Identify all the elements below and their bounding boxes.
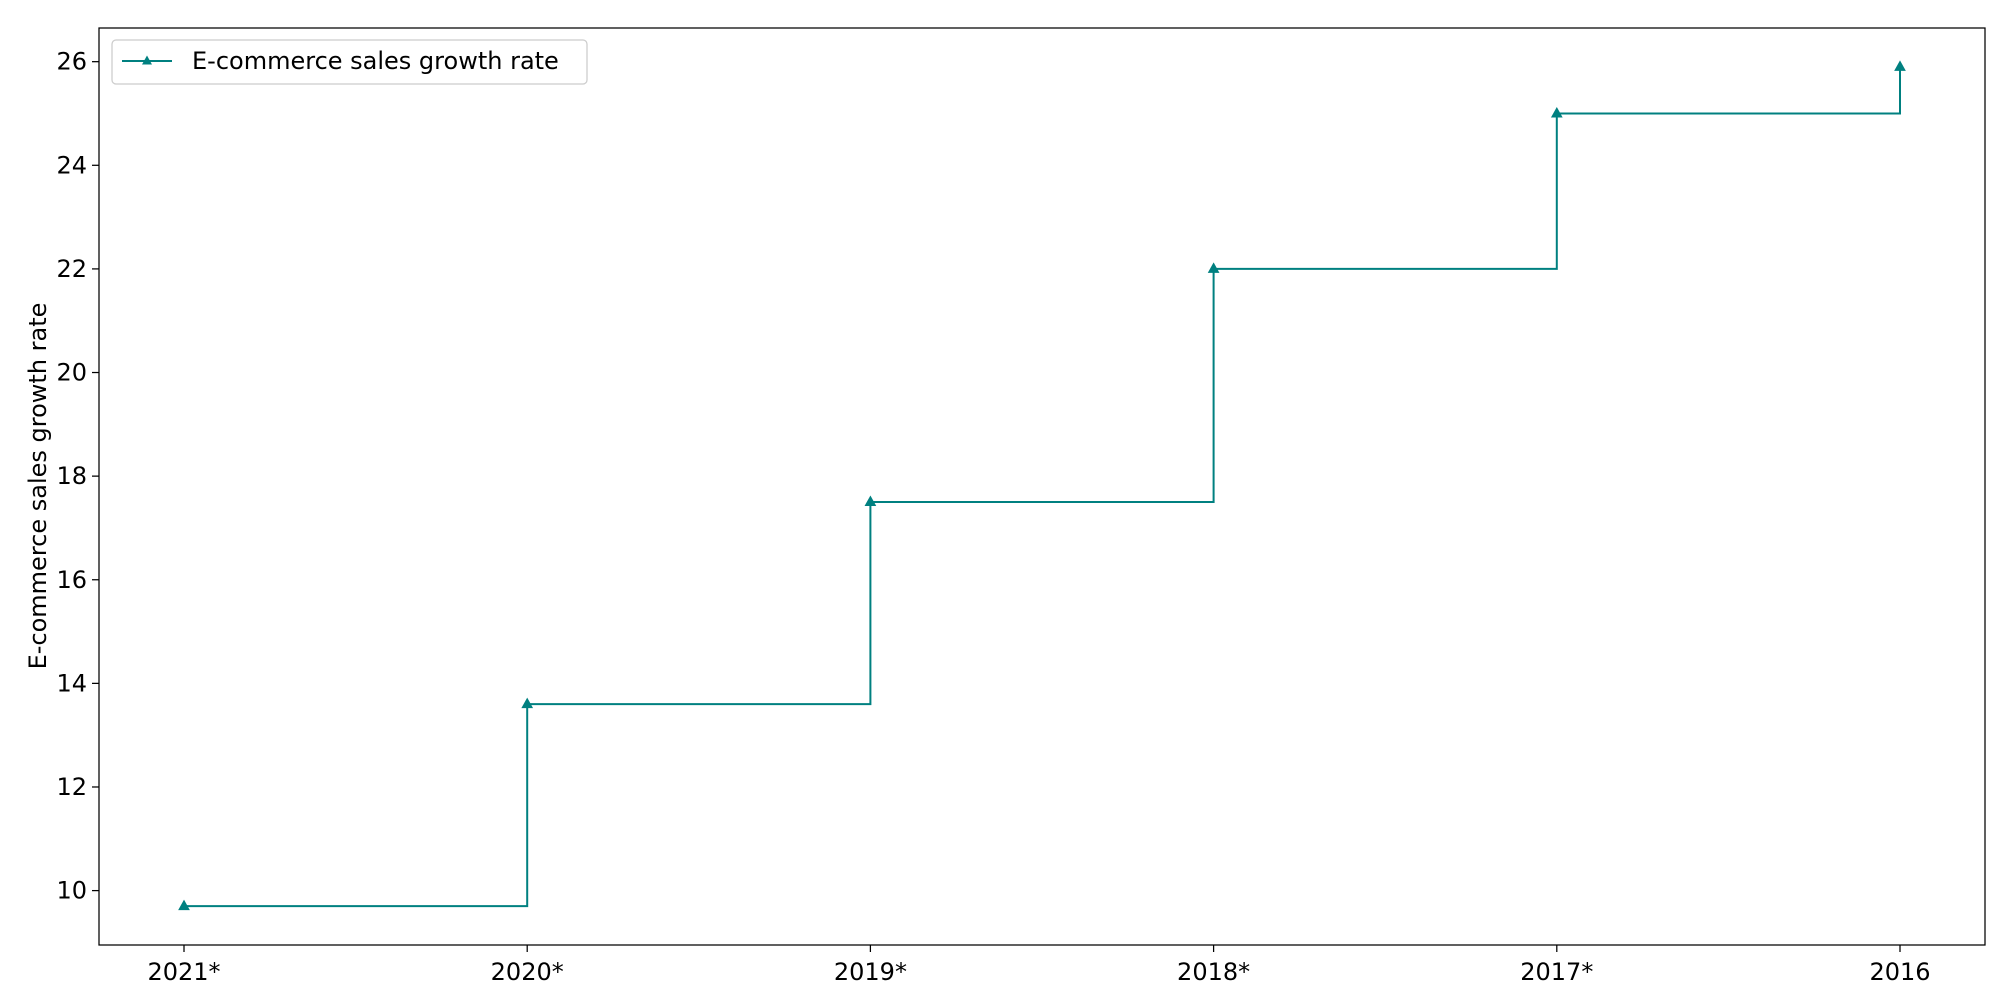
y-tick-label: 12 [56, 773, 87, 801]
legend[interactable]: E-commerce sales growth rate [111, 39, 588, 85]
y-tick-label: 10 [56, 877, 87, 905]
data-point-marker[interactable] [1894, 60, 1906, 71]
x-tick-label: 2020* [491, 958, 564, 986]
y-tick-label: 16 [56, 566, 87, 594]
y-tick-label: 14 [56, 669, 87, 697]
y-tick-label: 26 [56, 48, 87, 76]
y-axis-label: E-commerce sales growth rate [24, 303, 52, 670]
x-tick-label: 2019* [834, 958, 907, 986]
legend-box [111, 39, 588, 85]
x-axis: 2021* 2020* 2019* 2018* 2017* 2016 [147, 945, 1931, 986]
data-point-marker[interactable] [1550, 106, 1563, 118]
data-point-marker[interactable] [1207, 262, 1220, 273]
y-tick-label: 18 [56, 462, 87, 490]
y-axis: 10 12 14 16 18 20 22 24 26 [56, 48, 99, 905]
x-tick-label: 2021* [147, 958, 220, 986]
data-point-marker[interactable] [864, 495, 877, 507]
y-tick-label: 22 [56, 255, 87, 283]
legend-series-marker [142, 55, 152, 65]
series-line [184, 66, 1901, 908]
y-tick-label: 20 [56, 359, 87, 387]
x-tick-label: 2017* [1520, 958, 1593, 986]
series-layer [178, 60, 1906, 911]
data-point-marker[interactable] [178, 899, 190, 911]
x-tick-label: 2016 [1869, 958, 1930, 986]
data-point-marker[interactable] [521, 697, 534, 709]
legend-series-label: E-commerce sales growth rate [192, 47, 559, 75]
x-tick-label: 2018* [1177, 958, 1250, 986]
y-tick-label: 24 [56, 151, 87, 179]
plot-frame [98, 27, 1986, 946]
